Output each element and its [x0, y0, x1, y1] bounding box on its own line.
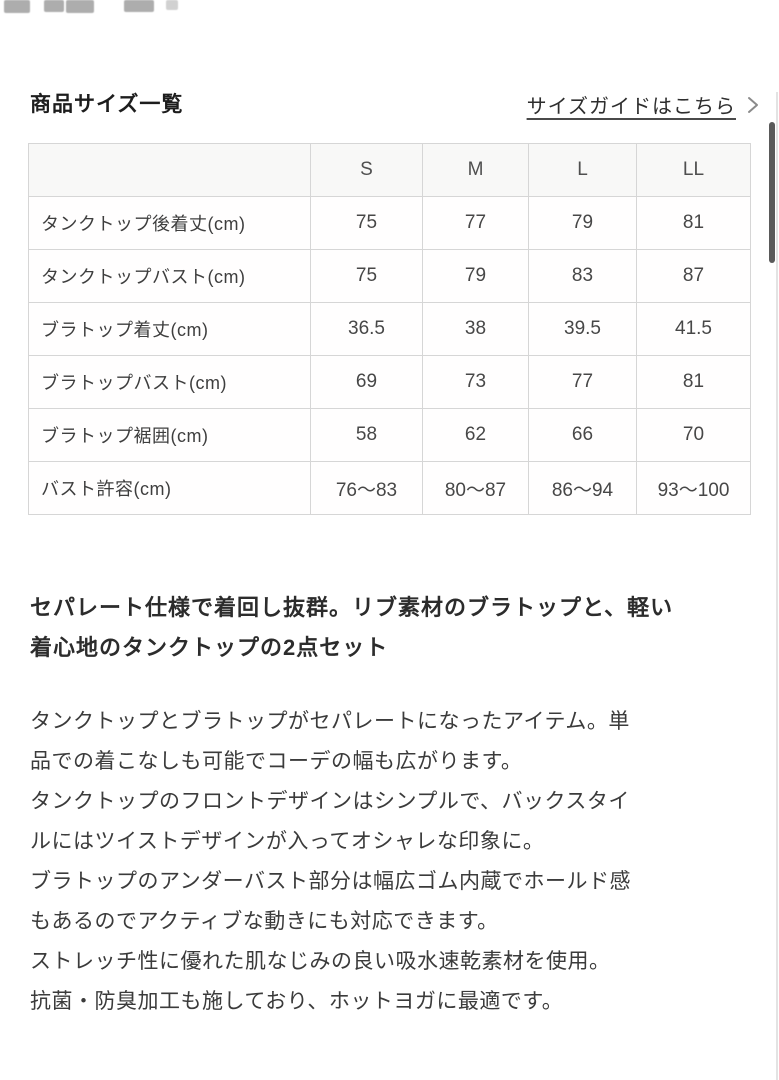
table-cell: 93〜100	[636, 461, 751, 515]
table-cell: 77	[528, 355, 637, 409]
table-cell: 79	[422, 249, 529, 303]
table-cell: 41.5	[636, 302, 751, 356]
table-row: ブラトップ裾囲(cm) 58 62 66 70	[28, 408, 751, 462]
table-cell: 75	[310, 249, 423, 303]
row-label: タンクトップ後着丈(cm)	[28, 196, 311, 250]
scrollbar-thumb[interactable]	[769, 122, 775, 263]
product-description-headline: セパレート仕様で着回し抜群。リブ素材のブラトップと、軽い 着心地のタンクトップの…	[30, 595, 674, 660]
table-cell: 38	[422, 302, 529, 356]
table-cell: 77	[422, 196, 529, 250]
table-cell: 39.5	[528, 302, 637, 356]
table-cell: 69	[310, 355, 423, 409]
table-header-size-l: L	[528, 143, 637, 197]
table-header-size-ll: LL	[636, 143, 751, 197]
table-row: ブラトップバスト(cm) 69 73 77 81	[28, 355, 751, 409]
row-label: ブラトップ着丈(cm)	[28, 302, 311, 356]
table-cell: 80〜87	[422, 461, 529, 515]
chevron-right-icon	[747, 96, 759, 114]
table-cell: 36.5	[310, 302, 423, 356]
size-list-title: 商品サイズ一覧	[30, 93, 184, 116]
table-cell: 62	[422, 408, 529, 462]
table-cell: 76〜83	[310, 461, 423, 515]
row-label: ブラトップバスト(cm)	[28, 355, 311, 409]
table-cell: 79	[528, 196, 637, 250]
row-label: バスト許容(cm)	[28, 461, 311, 515]
row-label: タンクトップバスト(cm)	[28, 249, 311, 303]
table-header-empty	[28, 143, 311, 197]
row-label: ブラトップ裾囲(cm)	[28, 408, 311, 462]
table-row: ブラトップ着丈(cm) 36.5 38 39.5 41.5	[28, 302, 751, 356]
table-cell: 66	[528, 408, 637, 462]
clipped-text-fragment	[0, 0, 779, 16]
table-header-size-s: S	[310, 143, 423, 197]
table-cell: 58	[310, 408, 423, 462]
scrollbar-track[interactable]	[776, 92, 778, 1080]
table-cell: 75	[310, 196, 423, 250]
table-row: タンクトップバスト(cm) 75 79 83 87	[28, 249, 751, 303]
table-cell: 81	[636, 355, 751, 409]
table-header-size-m: M	[422, 143, 529, 197]
product-size-table: S M L LL タンクトップ後着丈(cm) 75 77 79 81 タンクトッ…	[28, 143, 751, 515]
table-cell: 73	[422, 355, 529, 409]
table-cell: 81	[636, 196, 751, 250]
table-cell: 86〜94	[528, 461, 637, 515]
table-row: タンクトップ後着丈(cm) 75 77 79 81	[28, 196, 751, 250]
table-cell: 70	[636, 408, 751, 462]
size-guide-link-label[interactable]: サイズガイドはこちら	[526, 96, 736, 118]
table-header-row: S M L LL	[28, 143, 751, 197]
product-description-body: タンクトップとブラトップがセパレートになったアイテム。単 品での着こなしも可能で…	[30, 710, 631, 1013]
size-guide-link[interactable]: サイズガイドはこちら	[527, 90, 759, 119]
table-cell: 83	[528, 249, 637, 303]
table-cell: 87	[636, 249, 751, 303]
table-row: バスト許容(cm) 76〜83 80〜87 86〜94 93〜100	[28, 461, 751, 515]
